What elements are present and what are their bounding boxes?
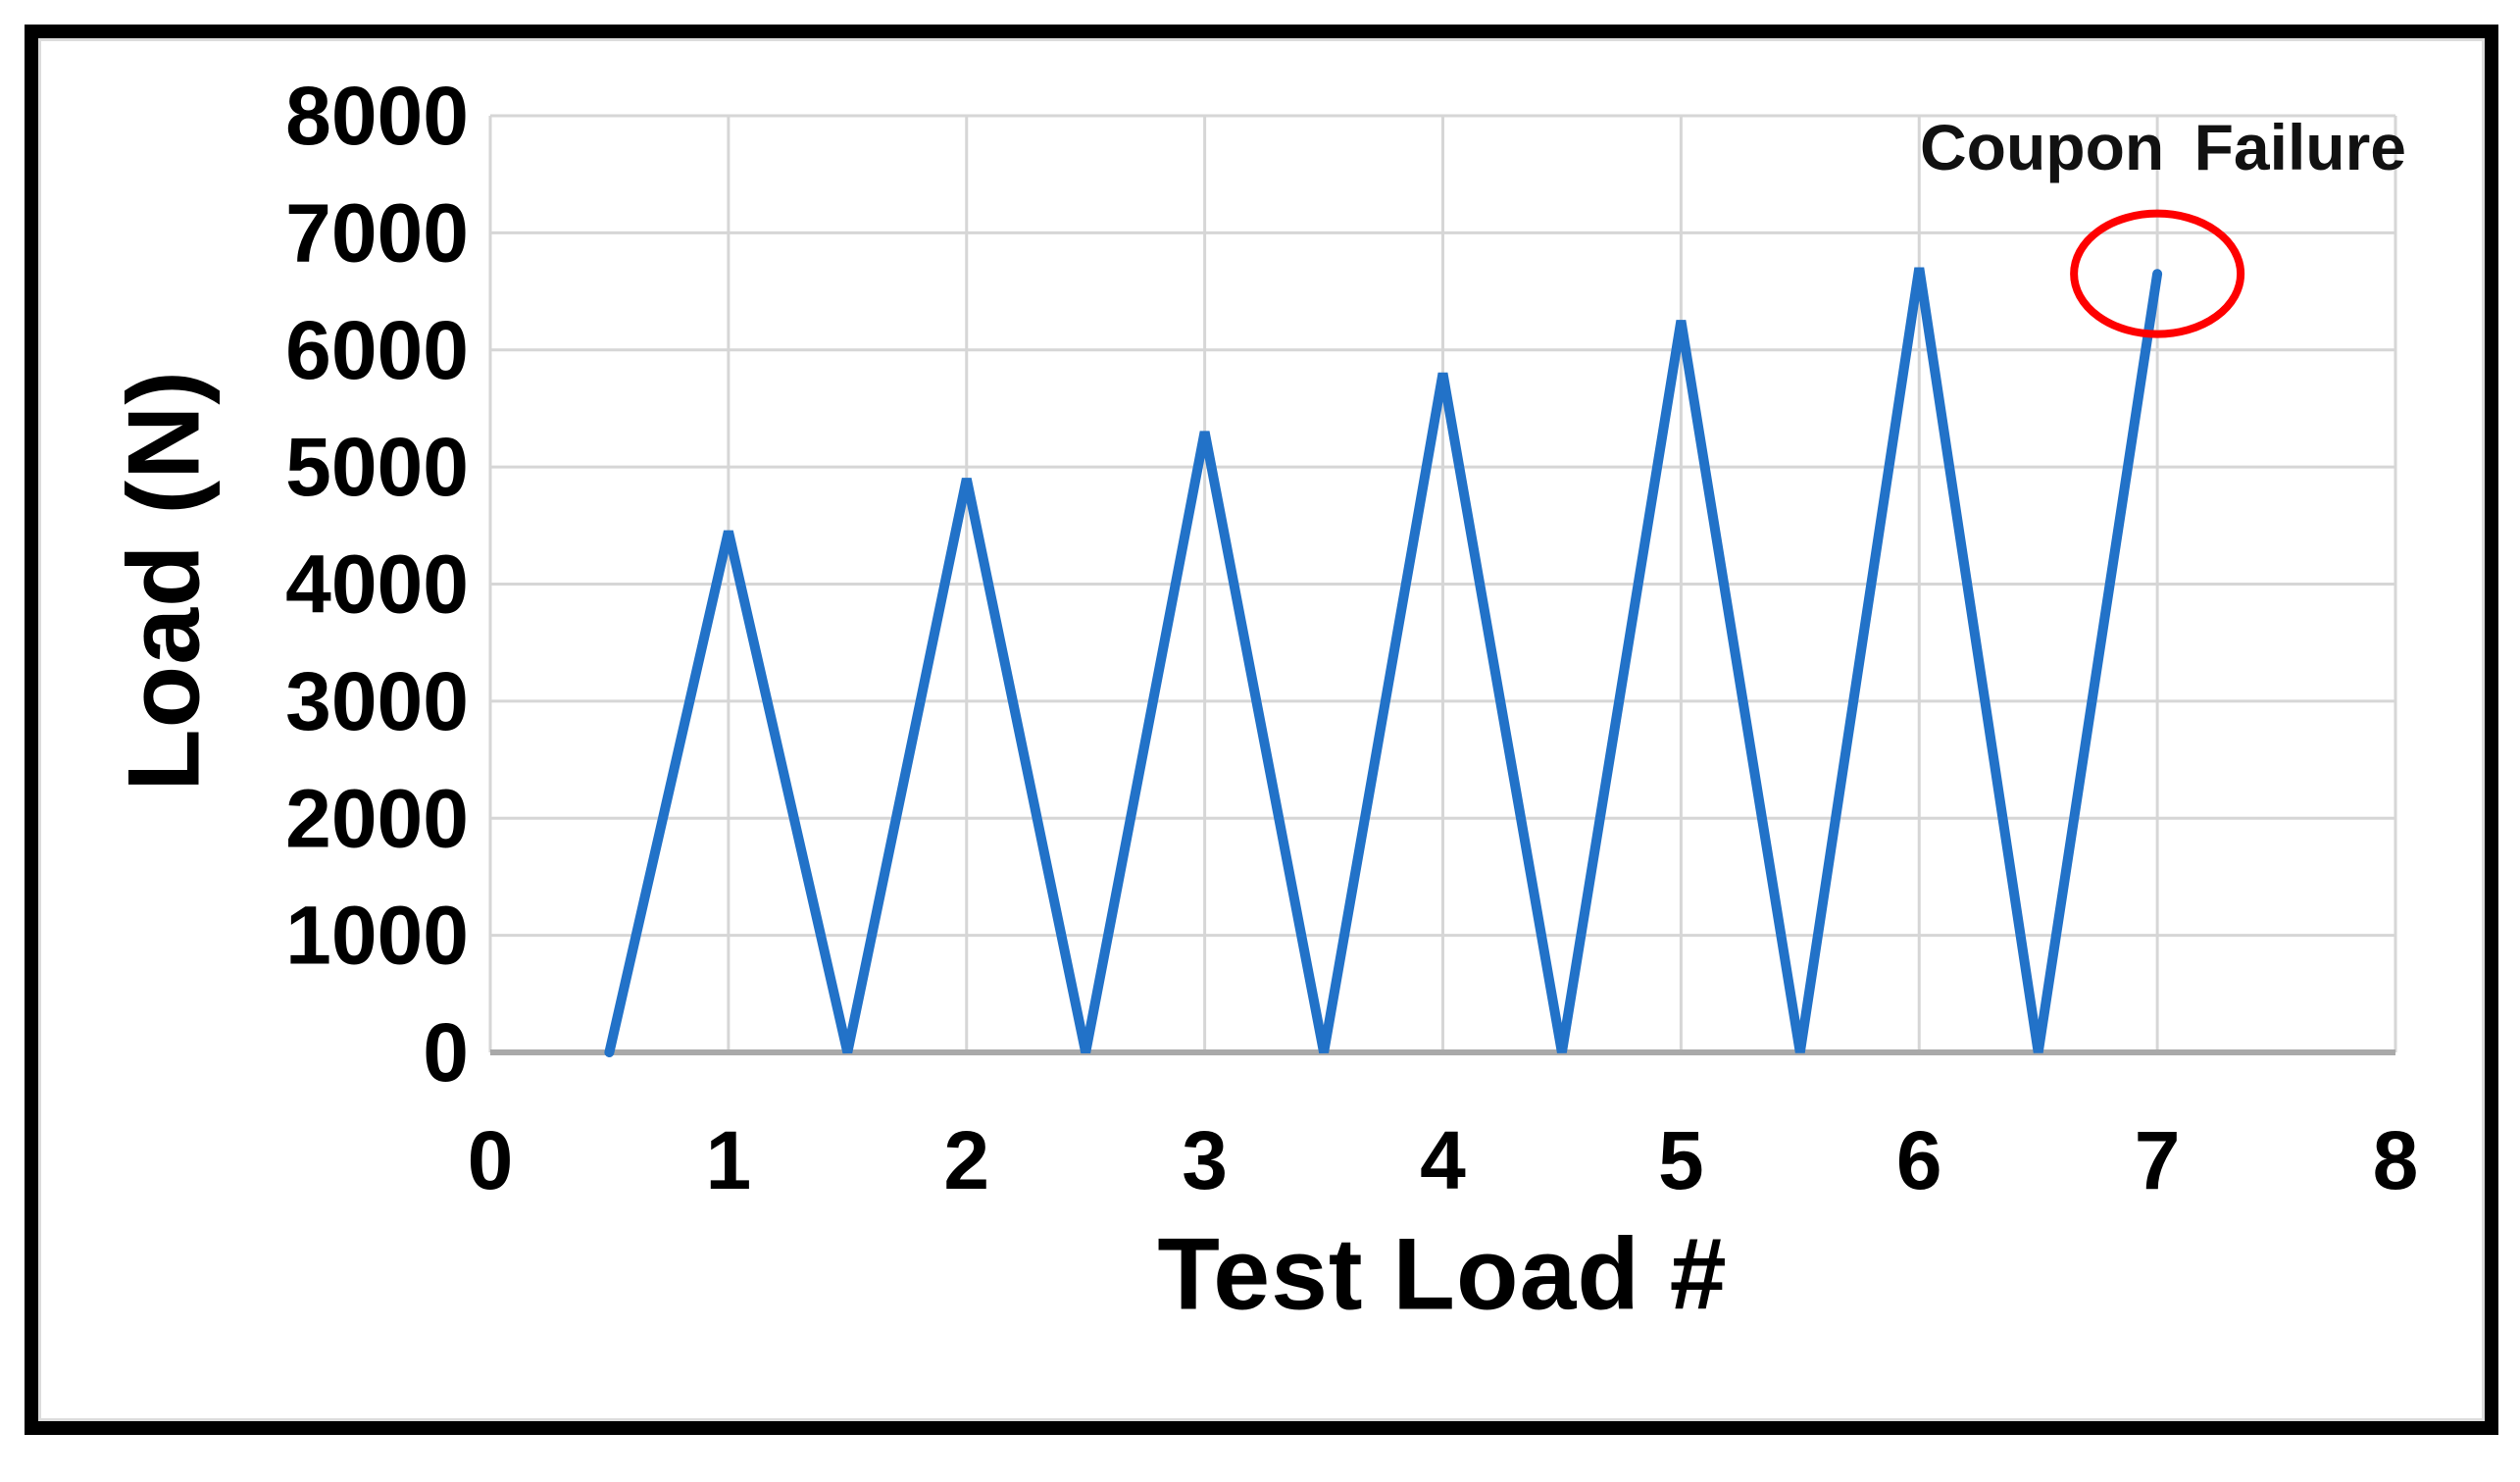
x-tick-label: 5	[1658, 1114, 1704, 1206]
x-tick-label: 1	[706, 1114, 752, 1206]
x-tick-label: 0	[468, 1114, 514, 1206]
x-tick-label: 4	[1420, 1114, 1466, 1206]
y-tick-label: 5000	[285, 421, 469, 513]
failure-ellipse	[2070, 209, 2245, 338]
y-tick-label: 3000	[285, 655, 469, 747]
x-tick-label: 3	[1182, 1114, 1228, 1206]
x-tick-label: 2	[943, 1114, 989, 1206]
x-tick-label: 7	[2135, 1114, 2181, 1206]
y-axis-title: Load (N)	[107, 370, 222, 792]
y-tick-label: 0	[423, 1006, 469, 1099]
y-tick-label: 6000	[285, 304, 469, 396]
load-series-line	[604, 267, 2163, 1057]
coupon-failure-label: Coupon Failure	[1920, 111, 2406, 183]
x-tick-label: 6	[1896, 1114, 1942, 1206]
y-tick-label: 4000	[285, 538, 469, 631]
y-tick-label: 7000	[285, 186, 469, 279]
x-tick-label: 8	[2373, 1114, 2419, 1206]
y-tick-label: 1000	[285, 890, 469, 982]
y-tick-label: 2000	[285, 772, 469, 864]
x-axis-title: Test Load #	[1157, 1217, 1728, 1332]
y-tick-label: 8000	[285, 70, 469, 162]
